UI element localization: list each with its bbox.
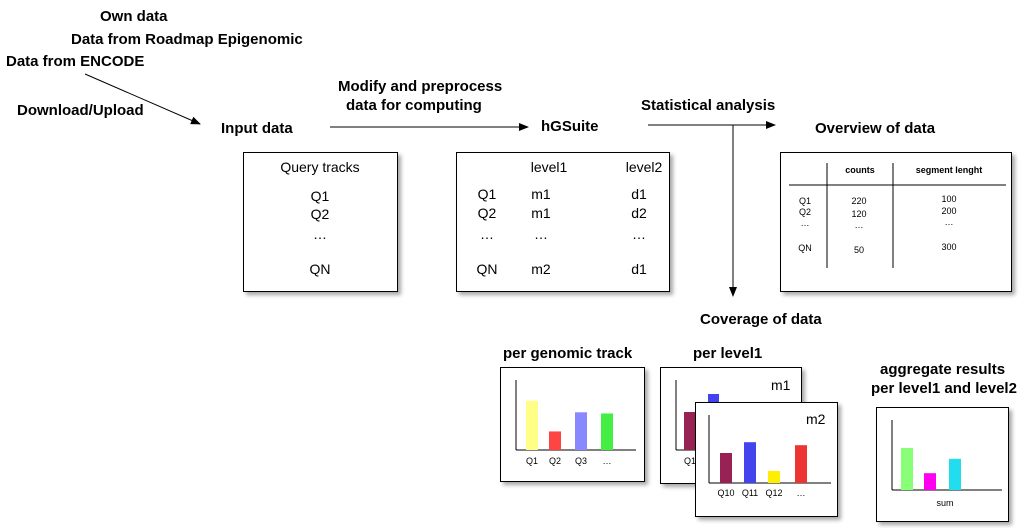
overview-cell: 100 [941, 194, 957, 204]
overview-cell: … [800, 218, 810, 228]
input-data-label: Input data [221, 120, 293, 137]
input-table-header: Query tracks [280, 159, 360, 175]
encode-label: Data from ENCODE [6, 53, 145, 70]
aggregate-title-line2: per level1 and level2 [871, 380, 1017, 397]
overview-header-segment: segment lenght [915, 165, 983, 175]
m2-bar-1 [720, 453, 732, 483]
hgsuite-cell: QN [476, 261, 498, 277]
aggregate-chart: sum [876, 407, 1009, 522]
overview-cell: 220 [851, 196, 867, 206]
arrow-sources-to-input [84, 73, 201, 125]
m2-bar-2 [744, 442, 756, 483]
hgsuite-cell: … [480, 226, 494, 242]
overview-table: counts segment lenght Q1 220 100 Q2 120 … [780, 152, 1012, 292]
hgsuite-cell: Q1 [477, 186, 497, 202]
hgsuite-cell: m1 [531, 205, 551, 221]
track-bar-3 [575, 412, 587, 450]
overview-cell: Q1 [798, 196, 812, 206]
m1-tick-1: Q1 [684, 456, 696, 466]
hgsuite-cell: Q2 [477, 205, 497, 221]
input-table: Query tracks Q1 Q2 … QN [243, 152, 398, 292]
own-data-label: Own data [100, 8, 168, 25]
track-bar-2 [549, 431, 561, 450]
coverage-label: Coverage of data [700, 311, 822, 328]
m1-bar-1 [684, 412, 695, 450]
hgsuite-cell: d1 [631, 261, 647, 277]
m2-tick-2: Q11 [742, 488, 758, 498]
overview-cell: Q2 [798, 207, 812, 217]
input-row-q2: Q2 [310, 206, 330, 222]
per-track-chart: Q1 Q2 Q3 … [500, 367, 645, 482]
per-level1-front-chart: Q10 Q11 Q12 … m2 [695, 402, 838, 517]
hgsuite-cell: m1 [531, 186, 551, 202]
overview-cell: 300 [941, 242, 957, 252]
per-level1-chart-title: per level1 [693, 345, 763, 362]
m2-tick-1: Q10 [717, 488, 734, 498]
hgsuite-header-level1: level1 [530, 159, 568, 175]
overview-cell: 200 [941, 206, 957, 216]
hgsuite-label: hGSuite [541, 118, 599, 135]
track-tick-3: Q3 [575, 456, 587, 466]
input-row-qn: QN [309, 261, 331, 277]
hgsuite-cell: … [534, 226, 548, 242]
aggregate-chart-svg: sum [891, 420, 1002, 508]
roadmap-label: Data from Roadmap Epigenomic [71, 31, 303, 48]
modify-label-line2: data for computing [346, 97, 482, 114]
aggregate-title-line1: aggregate results [880, 361, 1006, 378]
hgsuite-cell: d2 [631, 205, 647, 221]
overview-cell: … [854, 220, 864, 230]
overview-cell: QN [798, 243, 812, 253]
per-track-chart-svg: Q1 Q2 Q3 … [515, 380, 636, 466]
agg-bar-1 [901, 448, 913, 490]
hgsuite-header-level2: level2 [625, 159, 663, 175]
per-level1-front-svg: Q10 Q11 Q12 … m2 [708, 411, 831, 498]
track-bar-4 [601, 413, 613, 450]
statistical-analysis-label: Statistical analysis [641, 97, 776, 114]
hgsuite-cell: m2 [531, 261, 551, 277]
overview-label: Overview of data [815, 120, 936, 137]
input-row-q1: Q1 [310, 188, 330, 204]
m2-label: m2 [806, 411, 826, 427]
aggregate-xlabel: sum [936, 498, 953, 508]
hgsuite-cell: d1 [631, 186, 647, 202]
overview-header-counts: counts [845, 165, 875, 175]
download-upload-label: Download/Upload [17, 102, 144, 119]
agg-bar-3 [949, 458, 961, 490]
track-tick-2: Q2 [549, 456, 561, 466]
overview-grid [789, 163, 1006, 268]
overview-cell: 120 [851, 209, 867, 219]
input-row-ellipsis: … [313, 226, 327, 242]
hgsuite-cell: … [632, 226, 646, 242]
overview-cell: 50 [853, 245, 865, 255]
m1-label: m1 [771, 377, 791, 393]
track-tick-4: … [603, 456, 612, 466]
agg-bar-2 [924, 473, 936, 490]
track-tick-1: Q1 [526, 456, 538, 466]
hgsuite-table: level1 level2 Q1 m1 d1 Q2 m1 d2 … … … QN… [456, 152, 670, 292]
overview-cell: … [944, 217, 954, 227]
m2-tick-4: … [797, 488, 806, 498]
m2-bar-3 [768, 471, 780, 483]
track-bar-1 [526, 400, 538, 450]
m2-bar-4 [795, 445, 807, 483]
per-track-chart-title: per genomic track [503, 345, 633, 362]
m2-tick-3: Q12 [765, 488, 782, 498]
modify-label-line1: Modify and preprocess [338, 78, 503, 95]
